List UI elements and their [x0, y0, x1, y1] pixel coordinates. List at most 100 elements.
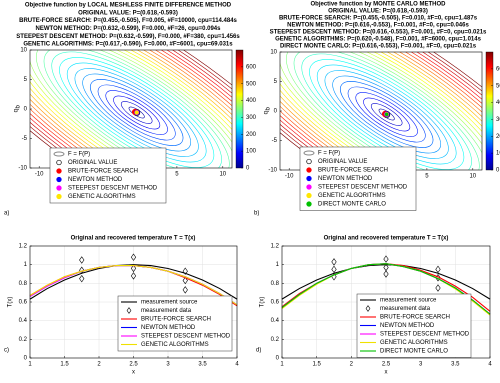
contour-line	[105, 90, 168, 135]
chart-title: ORIGINAL VALUE: P=(0.618,-0.593)	[328, 9, 428, 15]
legend-label: BRUTE-FORCE SEARCH	[380, 315, 450, 321]
legend-label: NEWTON METHOD	[68, 177, 123, 183]
legend-marker	[306, 175, 312, 182]
contour-line	[370, 103, 403, 126]
legend-icon	[303, 150, 315, 156]
legend-label: GENETIC ALGORITHMS	[68, 194, 136, 200]
x-tick-label: 2.5	[129, 362, 138, 368]
axis-label: x	[132, 370, 135, 376]
contour-line	[301, 53, 472, 170]
axis-label-subscript: b	[266, 107, 272, 111]
data-marker	[79, 274, 85, 283]
contour-line	[43, 50, 230, 168]
y-tick-label: 1	[276, 262, 280, 268]
panel-label: c)	[4, 348, 9, 354]
data-marker	[331, 265, 337, 274]
y-tick-label: 0.4	[271, 318, 280, 324]
data-marker	[182, 267, 188, 275]
colorbar	[485, 51, 494, 171]
y-tick-label: 0	[24, 356, 28, 362]
legend-label: DIRECT MONTE CARLO	[318, 202, 386, 208]
legend-label: ORIGINAL VALUE	[318, 159, 367, 165]
x-tick-label: 4	[235, 362, 239, 368]
colorbar-tick-label: 100	[496, 151, 500, 157]
axis-label: x	[385, 370, 388, 376]
y-tick-label: 10	[20, 48, 27, 54]
legend-marker	[56, 159, 62, 166]
y-tick-label: 1.2	[271, 244, 280, 250]
legend-marker	[306, 192, 312, 199]
colorbar-tick-label: 600	[496, 66, 500, 72]
legend-box	[117, 295, 233, 352]
contour-line	[74, 68, 199, 157]
data-marker	[182, 286, 188, 294]
x-tick-label: 1.5	[312, 362, 321, 368]
colorbar-tick-label: 400	[496, 100, 500, 106]
x-tick-label: 2	[97, 362, 101, 368]
x-tick-label: -10	[35, 172, 44, 178]
colorbar	[235, 49, 244, 169]
x-tick-label: 3	[166, 362, 170, 368]
legend-marker	[306, 184, 312, 190]
data-marker	[383, 255, 389, 263]
y-tick-label: -10	[268, 168, 277, 174]
axis-label: qb	[14, 105, 22, 113]
axis-label-text: q	[264, 111, 270, 114]
colorbar-tick-label: 400	[246, 98, 257, 104]
legend-marker	[56, 168, 62, 174]
contour-line	[30, 50, 232, 168]
y-tick-label: -10	[18, 166, 27, 172]
contour-line	[340, 81, 434, 148]
point-marker	[384, 112, 389, 117]
legend-icon	[53, 151, 65, 157]
contour-line	[97, 84, 176, 141]
data-marker	[79, 266, 85, 274]
chart-title: GENETIC ALGORITHMS: P=(0.617,-0.590), F=…	[23, 42, 233, 48]
y-tick-label: 0.2	[19, 337, 28, 343]
colorbar-tick-label: 200	[496, 134, 500, 140]
colorbar-tick-label: 200	[246, 132, 257, 138]
legend-marker	[365, 305, 371, 312]
y-tick-label: 5	[24, 77, 28, 83]
panel-label: d)	[256, 348, 261, 354]
y-tick-label: 1	[24, 262, 28, 268]
contour-line	[309, 59, 465, 170]
colorbar-tick-label: 500	[496, 83, 500, 89]
legend-label: F = F(P)	[68, 152, 90, 158]
legend-label: GENETIC ALGORITHMS	[380, 340, 448, 346]
y-tick-label: 0	[276, 356, 280, 362]
legend-label: NEWTON METHOD	[380, 323, 435, 329]
chart-title: STEEPEST DESCENT METHOD: P=(0.616,-0.553…	[270, 30, 487, 36]
chart-title: DIRECT MONTE CARLO: P=(0.616,-0.553), F=…	[280, 44, 477, 50]
contour-line	[30, 50, 232, 168]
colorbar-tick-label: 300	[496, 117, 500, 123]
axis-label: qb	[264, 107, 272, 115]
axis-label-subscript: b	[16, 105, 22, 109]
contour-line	[66, 62, 207, 163]
contour-line	[280, 52, 482, 170]
y-tick-label: 5	[274, 79, 278, 85]
legend-label: STEEPEST DESCENT METHOD	[318, 185, 408, 191]
legend-label: STEEPEST DESCENT METHOD	[380, 332, 470, 338]
legend-label: measurement source	[141, 300, 198, 306]
y-tick-label: 0.6	[271, 300, 280, 306]
contour-line	[280, 52, 482, 170]
x-tick-label: 3	[419, 362, 423, 368]
data-marker	[182, 276, 188, 285]
contour-line	[59, 57, 215, 168]
point-marker	[134, 110, 139, 115]
colorbar-tick-label: 100	[246, 149, 257, 155]
chart-title: Original and recovered temperature T = T…	[71, 236, 196, 242]
legend-box	[299, 146, 417, 211]
legend-label: measurement data	[141, 308, 192, 314]
x-tick-label: 3.5	[451, 362, 460, 368]
data-marker	[435, 265, 441, 274]
x-tick-label: 10	[219, 172, 226, 178]
legend-marker	[56, 185, 62, 191]
chart-title: BRUTE-FORCE SEARCH: P=(0.455,-0.505), F=…	[279, 16, 478, 22]
y-tick-label: 0.6	[19, 300, 28, 306]
chart-title: STEEPEST DESCENT METHOD: P=(0.632,-0.599…	[16, 34, 240, 40]
panel-label: a)	[4, 211, 9, 217]
legend-label: ORIGINAL VALUE	[68, 160, 117, 166]
